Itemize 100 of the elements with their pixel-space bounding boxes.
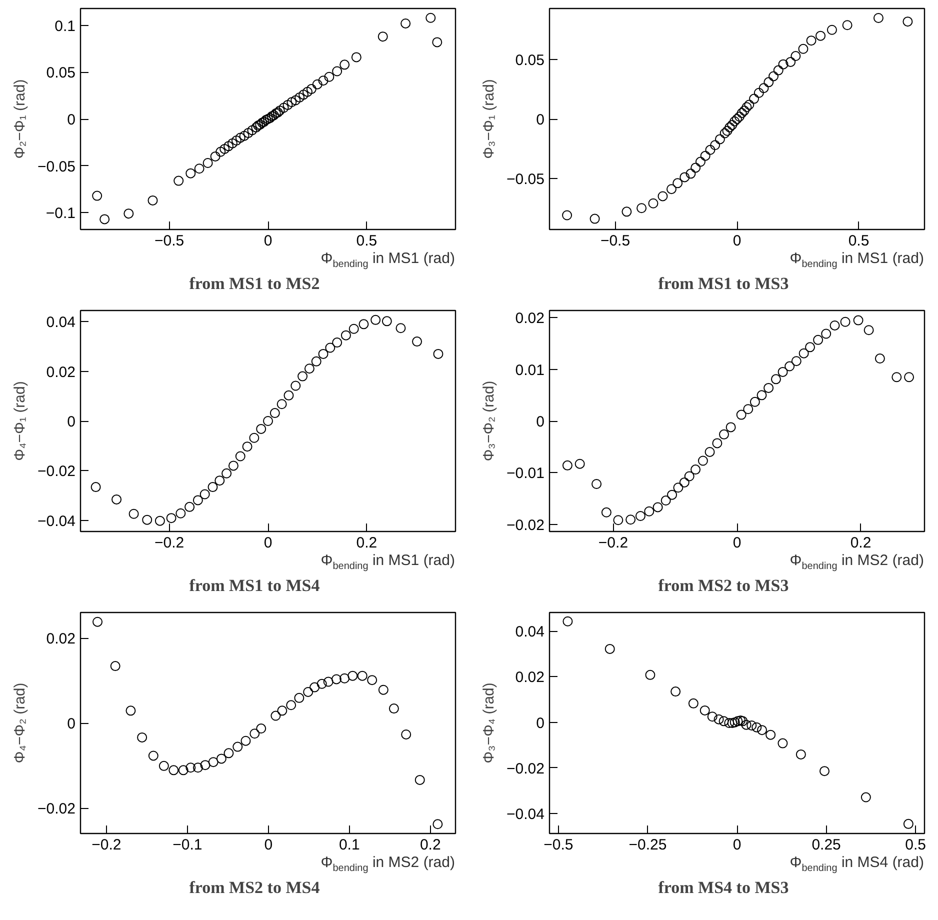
point [358,319,369,330]
point [622,206,632,217]
point [192,495,203,506]
point [316,678,327,689]
x-tick-label: −0.2 [92,836,122,854]
x-tick-label: 0 [732,232,742,250]
point [732,114,742,124]
point [432,37,442,48]
x-tick-label: 0 [732,534,742,552]
point [310,682,320,692]
text: from MS2 to MS3 [658,575,789,597]
point [670,686,681,697]
point [302,86,312,97]
y-tick-label: −0.04 [506,806,545,823]
point [222,468,232,478]
point [304,364,314,374]
point [724,718,734,728]
point [112,494,122,504]
point [282,100,293,110]
y-tick-label: −0.02 [38,800,76,818]
x-axis-title: Φ$_{bending}$ in MS4 (rad) [790,853,924,876]
point [166,513,176,524]
y-tick-label: −0.1 [46,205,76,222]
point [216,754,226,764]
point [743,404,754,414]
point [798,348,809,358]
point [210,151,220,162]
point [645,670,656,680]
y-tick-label: 0.1 [54,18,76,35]
point [232,742,243,752]
point [243,128,254,138]
point [148,195,158,206]
point [686,168,696,179]
point [324,72,334,82]
point [294,92,305,102]
point [290,380,301,391]
point [679,477,690,488]
point [720,128,730,138]
point [270,408,280,418]
point [124,208,134,219]
point [378,684,388,695]
point [904,372,914,382]
point [231,136,242,146]
point [396,323,406,334]
point [903,818,914,829]
x-axis-title: Φ$_{bending}$ in MS1 (rad) [320,249,455,272]
point [756,390,767,400]
point [730,116,740,126]
point [590,214,600,224]
point [752,722,762,732]
point [214,476,225,486]
point [242,442,252,452]
point [724,122,735,132]
point [284,390,294,400]
point [821,328,832,339]
point [730,717,740,728]
point [370,314,381,325]
x-tick-label: −0.5 [600,232,630,250]
point [200,489,210,500]
point [367,675,378,686]
point [874,354,885,364]
point [778,366,788,377]
y-tick-label: 0 [536,414,544,430]
y-axis-title: Φ₄−Φ₂ (rad) [12,682,29,764]
y-tick-label: −0.05 [38,158,76,176]
point [158,760,169,771]
point [705,144,716,155]
point [666,184,676,194]
point [673,482,684,493]
point [601,507,612,518]
point [351,52,362,62]
point [770,374,781,384]
point [726,422,736,432]
point [773,65,784,76]
point [695,156,706,167]
point [736,108,747,118]
point [224,141,234,152]
y-tick-label: 0.05 [46,64,76,82]
point [562,210,572,220]
point [325,342,336,353]
point [688,698,698,708]
x-tick-label: 0.1 [338,836,360,854]
text: from MS2 to MS4 [189,877,320,899]
point [357,670,368,681]
point [742,102,752,112]
point [727,718,738,728]
point [757,725,767,736]
point [707,712,718,722]
point [227,138,238,148]
point [754,88,764,98]
point [154,516,165,526]
point [176,508,186,518]
point [235,451,246,462]
point [142,514,152,525]
y-tick-label: 0.05 [515,52,545,70]
x-tick-label: 0.2 [850,534,872,552]
y-axis-title: Φ₃−Φ₄ (rad) [480,682,498,764]
point [766,730,776,740]
y-tick-label: 0 [67,112,76,128]
point [306,84,316,94]
